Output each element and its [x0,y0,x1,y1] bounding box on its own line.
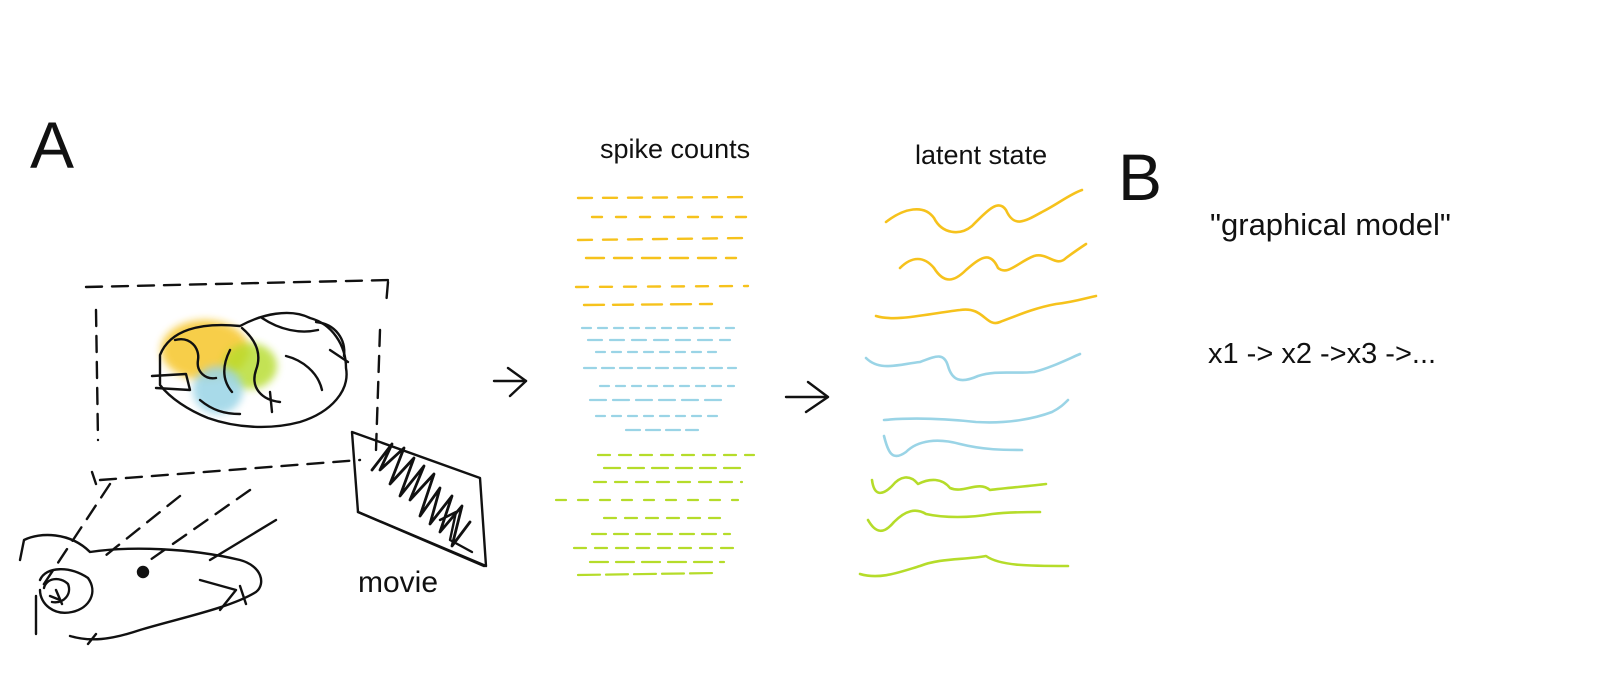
movie-label: movie [358,566,439,599]
latent-traces-yellow [874,188,1098,325]
graphical-model-chain: x1 -> x2 ->x3 ->... [1208,338,1437,370]
spike-raster-yellow [574,195,754,307]
spike-raster-green [554,453,756,577]
panel-b-label: B [1118,140,1163,214]
brain-sketch-icon [150,311,350,429]
panel-a-label: A [30,108,75,182]
spike-raster-blue [580,326,738,432]
arrow-right-icon [492,366,528,398]
latent-state-title: latent state [915,140,1048,170]
arrow-right-icon [784,380,830,414]
latent-traces-blue [864,352,1082,458]
dashed-frame [38,278,392,592]
graphical-model-title: "graphical model" [1210,207,1451,242]
latent-traces-green [858,476,1070,578]
spike-counts-title: spike counts [600,134,751,164]
movie-screen-icon [350,430,488,568]
mouse-sketch-icon [18,518,278,646]
